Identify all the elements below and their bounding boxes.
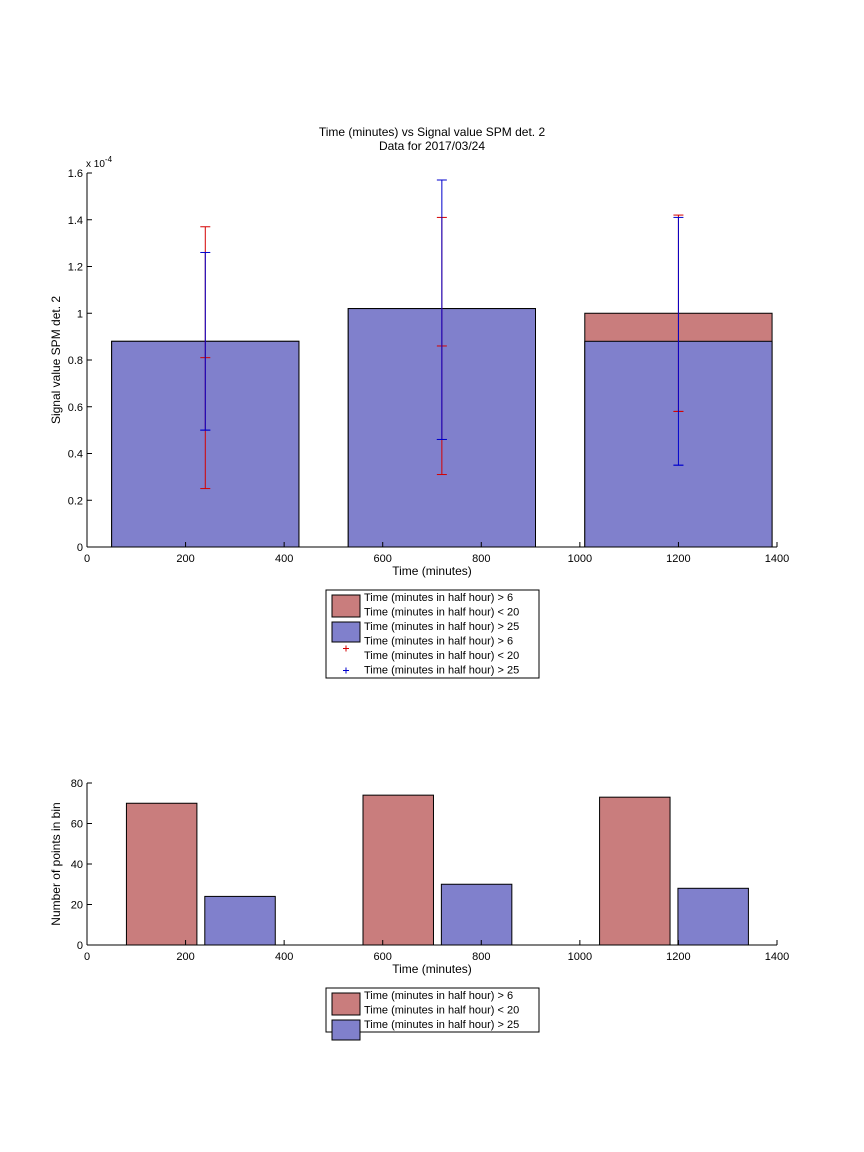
- bar: [204, 895, 276, 946]
- bar: [599, 796, 671, 946]
- y-tick-label: 0.4: [68, 449, 83, 461]
- legend-label: Time (minutes in half hour) > 25: [364, 621, 519, 633]
- x-tick-label: 200: [176, 553, 194, 565]
- legend-label: Time (minutes in half hour) < 20: [364, 650, 519, 662]
- y-axis-label: Signal value SPM det. 2: [49, 296, 63, 424]
- exponent-label: x 10-4: [86, 155, 113, 170]
- legend-swatch: [331, 1019, 361, 1041]
- y-tick-label: 40: [71, 859, 83, 871]
- x-tick-label: 400: [275, 951, 293, 963]
- legend-swatch: [331, 621, 361, 643]
- y-tick-label: 1.4: [68, 215, 83, 227]
- x-tick-label: 1400: [765, 553, 789, 565]
- legend: Time (minutes in half hour) > 6 Time (min…: [325, 589, 540, 679]
- y-tick-label: 0.8: [68, 355, 83, 367]
- x-axis-label: Time (minutes): [392, 962, 472, 976]
- x-axis-label: Time (minutes): [392, 564, 472, 578]
- chart-1: 0 200 400 600 800 1000 1200 1400 0 0.2 0.4 0.6 0.8 1 1…: [49, 125, 789, 679]
- bar: [440, 883, 513, 946]
- y-tick-label: 1.2: [68, 262, 83, 274]
- x-tick-label: 400: [275, 553, 293, 565]
- bar: [677, 887, 749, 946]
- x-tick-label: 1200: [666, 553, 690, 565]
- x-tick-label: 800: [472, 951, 490, 963]
- x-tick-label: 200: [176, 951, 194, 963]
- y-tick-label: 60: [71, 819, 83, 831]
- x-tick-label: 1000: [568, 951, 592, 963]
- x-tick-label: 1400: [765, 951, 789, 963]
- bar: [125, 802, 198, 946]
- chart-subtitle: Data for 2017/03/24: [379, 139, 485, 153]
- legend-label: Time (minutes in half hour) > 25: [364, 665, 519, 677]
- y-tick-label: 1.6: [68, 168, 83, 180]
- y-tick-label: 20: [71, 900, 83, 912]
- legend-swatch: [331, 992, 361, 1016]
- x-tick-label: 600: [374, 553, 392, 565]
- legend-box: [325, 589, 540, 679]
- y-axis-label: Number of points in bin: [49, 802, 63, 925]
- legend-label: Time (minutes in half hour) > 6: [364, 990, 513, 1002]
- y-tick-label: 80: [71, 778, 83, 790]
- y-tick-label: 1: [77, 308, 83, 320]
- legend-label: Time (minutes in half hour) < 20: [364, 607, 519, 619]
- chart-2: 0 200 400 600 800 1000 1200 1400 0 20 40 60 80 Time (…: [49, 778, 789, 1041]
- y-tick-label: 0: [77, 940, 83, 952]
- legend-box: [325, 987, 540, 1033]
- legend-label: Time (minutes in half hour) > 6: [364, 636, 513, 648]
- y-tick-label: 0.2: [68, 495, 83, 507]
- exponent-power: -4: [105, 155, 113, 164]
- x-tick-label: 600: [374, 951, 392, 963]
- x-tick-label: 0: [84, 951, 90, 963]
- x-tick-label: 1200: [666, 951, 690, 963]
- x-tick-label: 800: [472, 553, 490, 565]
- legend-label: Time (minutes in half hour) < 20: [364, 1005, 519, 1017]
- y-tick-label: 0: [77, 542, 83, 554]
- legend-label: Time (minutes in half hour) > 25: [364, 1019, 519, 1031]
- x-tick-label: 0: [84, 553, 90, 565]
- x-tick-label: 1000: [568, 553, 592, 565]
- y-tick-label: 0.6: [68, 402, 83, 414]
- bar: [362, 794, 434, 946]
- legend-label: Time (minutes in half hour) > 6: [364, 592, 513, 604]
- legend-swatch: [331, 594, 361, 618]
- chart-title: Time (minutes) vs Signal value SPM det. …: [319, 125, 546, 139]
- legend: Time (minutes in half hour) > 6 Time (min…: [325, 987, 540, 1041]
